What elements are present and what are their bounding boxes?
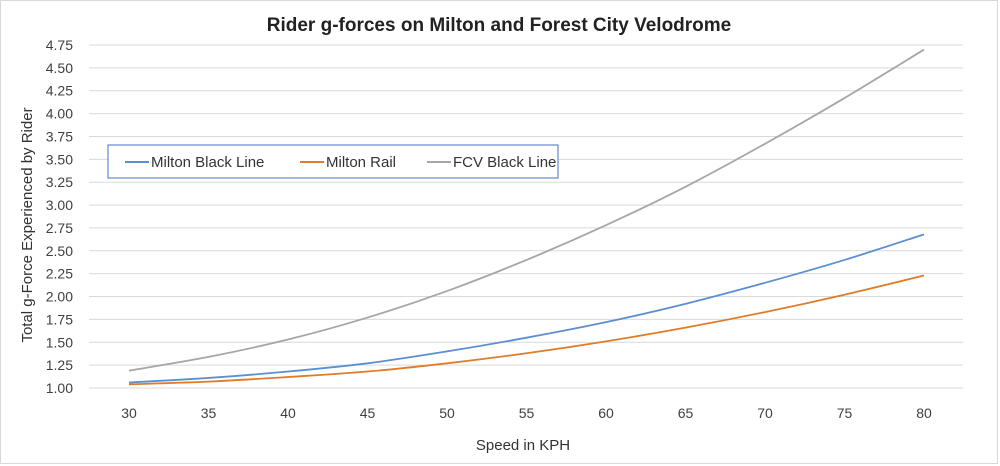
x-axis-label: Speed in KPH	[476, 437, 570, 454]
y-tick-label: 3.00	[46, 197, 73, 213]
x-tick-label: 70	[757, 405, 773, 421]
y-tick-label: 3.50	[46, 151, 73, 167]
x-tick-label: 30	[121, 405, 137, 421]
x-tick-label: 50	[439, 405, 455, 421]
y-tick-label: 2.00	[46, 289, 73, 305]
y-tick-label: 4.00	[46, 106, 73, 122]
legend-box	[107, 144, 559, 179]
legend: Milton Black Line Milton Rail FCV Black Li…	[107, 144, 559, 179]
legend-label: FCV Black Line	[453, 154, 556, 171]
x-tick-label: 65	[678, 405, 694, 421]
y-tick-label: 3.25	[46, 174, 73, 190]
y-tick-label: 1.00	[46, 380, 73, 396]
series-line-fcv-black-line	[128, 48, 925, 372]
y-tick-label: 2.50	[46, 243, 73, 259]
x-tick-labels: 30 35 40 45 50 55 60 65 70 75 80	[121, 405, 932, 421]
y-tick-label: 1.50	[46, 334, 73, 350]
x-tick-label: 75	[837, 405, 853, 421]
series-lines	[128, 48, 925, 386]
y-tick-label: 1.75	[46, 311, 73, 327]
y-tick-label: 4.75	[46, 37, 73, 53]
gridlines	[89, 44, 963, 389]
series-line-milton-black-line	[128, 233, 925, 384]
y-tick-label: 2.75	[46, 220, 73, 236]
x-tick-label: 60	[598, 405, 614, 421]
legend-label: Milton Rail	[326, 154, 396, 171]
y-tick-label: 2.25	[46, 266, 73, 282]
y-axis-label: Total g-Force Experienced by Rider	[19, 107, 36, 342]
series-line-milton-rail	[128, 274, 925, 386]
legend-label: Milton Black Line	[151, 154, 264, 171]
x-tick-label: 35	[201, 405, 217, 421]
x-tick-label: 55	[519, 405, 535, 421]
x-tick-label: 45	[360, 405, 376, 421]
x-tick-label: 40	[280, 405, 296, 421]
x-tick-label: 80	[916, 405, 932, 421]
chart-title: Rider g-forces on Milton and Forest City…	[267, 15, 732, 36]
y-tick-label: 3.75	[46, 128, 73, 144]
y-tick-labels: 1.00 1.25 1.50 1.75 2.00 2.25 2.50 2.75 3.00 3.25…	[46, 37, 73, 396]
y-tick-label: 4.25	[46, 83, 73, 99]
y-tick-label: 1.25	[46, 357, 73, 373]
y-tick-label: 4.50	[46, 60, 73, 76]
